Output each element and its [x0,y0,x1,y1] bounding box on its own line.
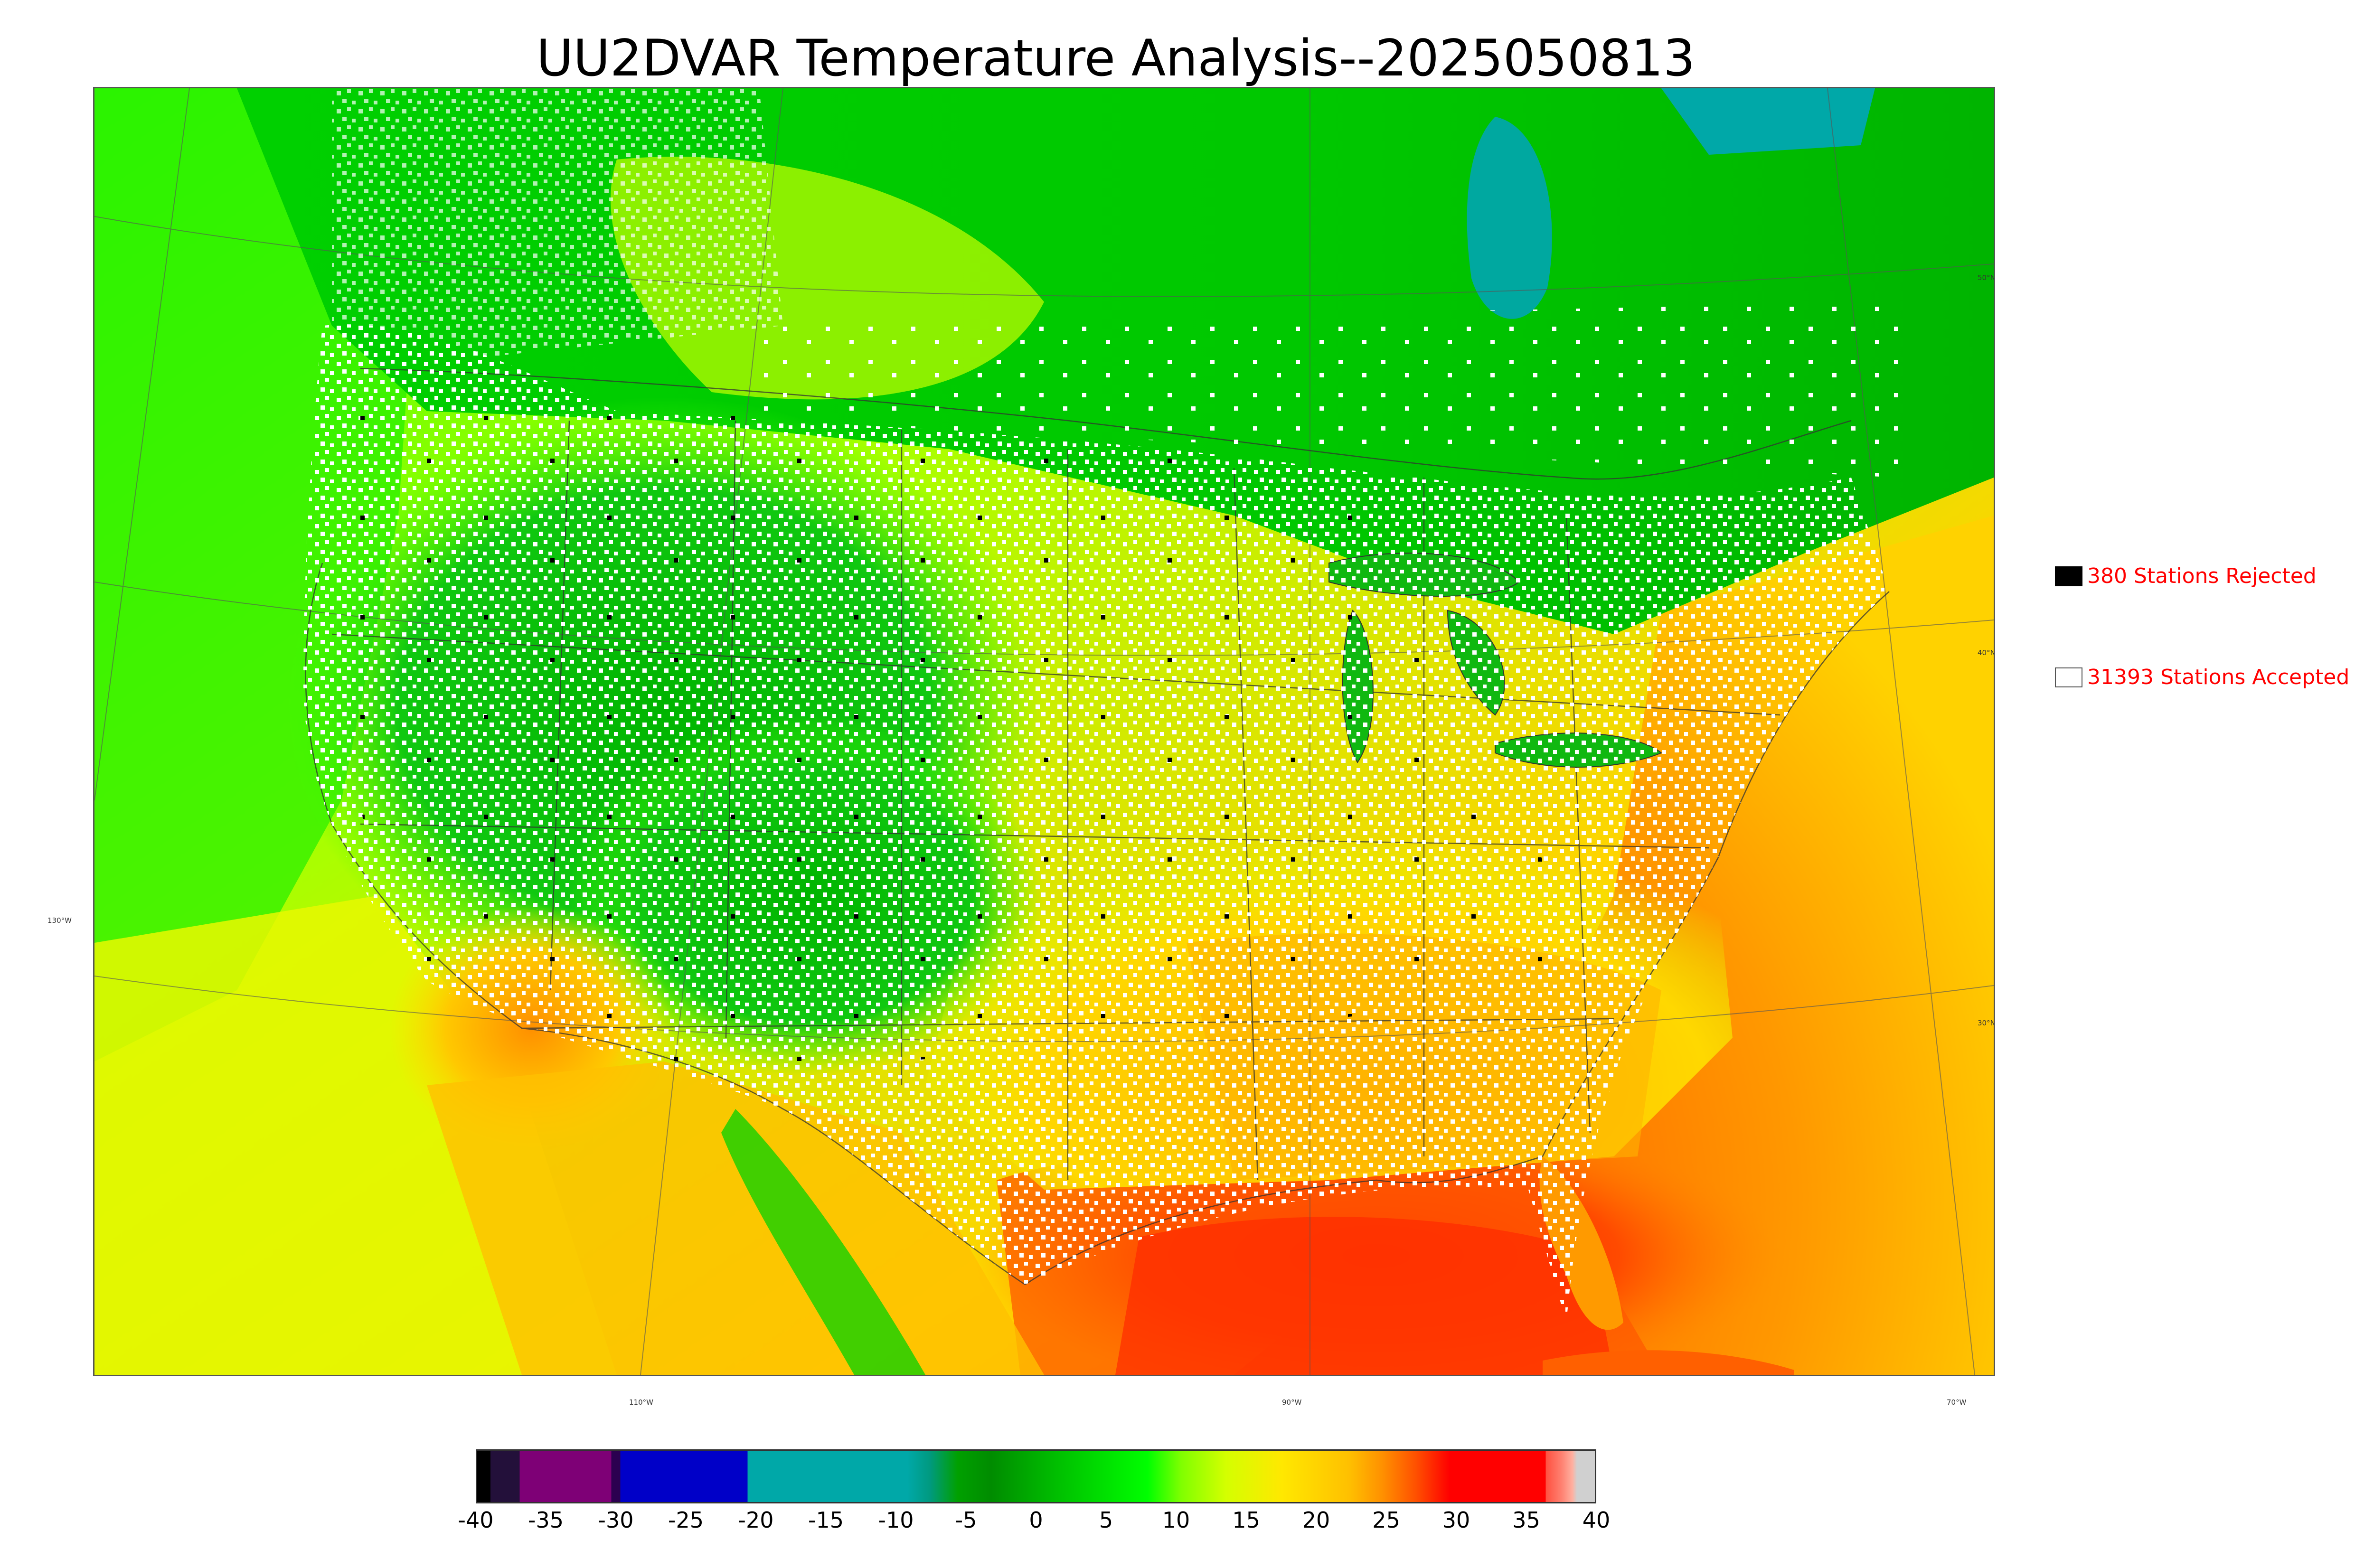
colorbar-tick-label: 0 [1029,1507,1043,1533]
colorbar-tick-label: 20 [1302,1507,1330,1533]
colorbar-tick-label: -5 [955,1507,977,1533]
temperature-map [94,88,1994,1375]
legend-accepted-label: 31393 Stations Accepted [2087,665,2350,689]
legend-rejected-swatch [2055,566,2082,586]
lon-label-90w: 90°W [1282,1398,1302,1407]
colorbar-tick-label: -10 [878,1507,914,1533]
lon-label-110w: 110°W [629,1398,653,1407]
colorbar [476,1449,1596,1503]
map-panel: 50°N 40°N 30°N [93,87,1995,1376]
lat-label-50n: 50°N [1978,273,1995,282]
legend-rejected: 380 Stations Rejected [2055,566,2317,587]
lon-label-70w: 70°W [1947,1398,1967,1407]
lon-label-130w: 130°W [47,916,72,925]
colorbar-tick-label: 30 [1442,1507,1470,1533]
colorbar-tick-label: -15 [808,1507,844,1533]
colorbar-tick-label: 10 [1162,1507,1190,1533]
colorbar-tick-label: -35 [528,1507,564,1533]
colorbar-tick-label: -20 [738,1507,774,1533]
colorbar-tick-label: 40 [1582,1507,1611,1533]
colorbar-tick-label: -30 [598,1507,634,1533]
map-title: UU2DVAR Temperature Analysis--2025050813 [536,29,1696,87]
lat-label-30n: 30°N [1978,1019,1995,1027]
colorbar-tick-label: 25 [1372,1507,1400,1533]
legend-rejected-label: 380 Stations Rejected [2087,564,2317,588]
colorbar-tick-label: -40 [458,1507,494,1533]
colorbar-tick-label: -25 [668,1507,704,1533]
legend-accepted-swatch [2055,667,2082,687]
colorbar-tick-label: 5 [1099,1507,1113,1533]
lat-label-40n: 40°N [1978,648,1995,657]
colorbar-tick-label: 15 [1232,1507,1260,1533]
colorbar-tick-label: 35 [1512,1507,1540,1533]
legend-accepted: 31393 Stations Accepted [2055,667,2349,688]
